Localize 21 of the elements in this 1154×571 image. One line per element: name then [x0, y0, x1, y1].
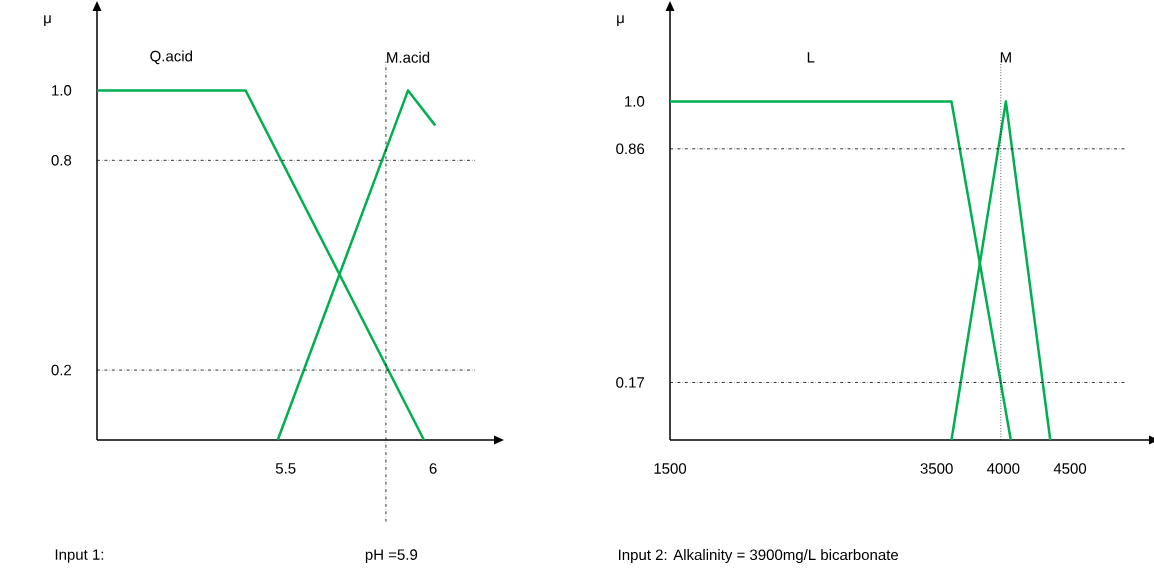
y-tick-label: 0.2	[51, 364, 72, 376]
series-label: Q.acid	[150, 50, 192, 65]
y-tick-label: 1.0	[52, 85, 72, 96]
y-tick-label: 0.8	[51, 155, 72, 166]
y-axis-title: μ	[617, 15, 624, 26]
x-tick-label: 1500	[654, 463, 687, 474]
x-tick-label: 4000	[987, 463, 1020, 474]
x-tick-label: 3500	[920, 463, 953, 474]
text: pH =5.9	[365, 549, 418, 563]
text: L	[807, 52, 815, 63]
text: Input 1:	[55, 549, 104, 563]
x-tick-label: 4500	[1053, 463, 1087, 474]
x-tick-label: 6	[429, 463, 437, 474]
text: Input 2: Alkalinity = 3900mg/L bicarbonate	[618, 549, 899, 564]
y-tick-label: 0.86	[616, 143, 645, 155]
text: M	[1000, 52, 1011, 63]
y-tick-label: 0.17	[616, 377, 645, 388]
text: M.acid	[387, 51, 430, 63]
y-axis-title: μ	[44, 15, 51, 26]
y-tick-label: 1.0	[625, 96, 645, 107]
x-tick-label: 5.5	[275, 463, 296, 474]
